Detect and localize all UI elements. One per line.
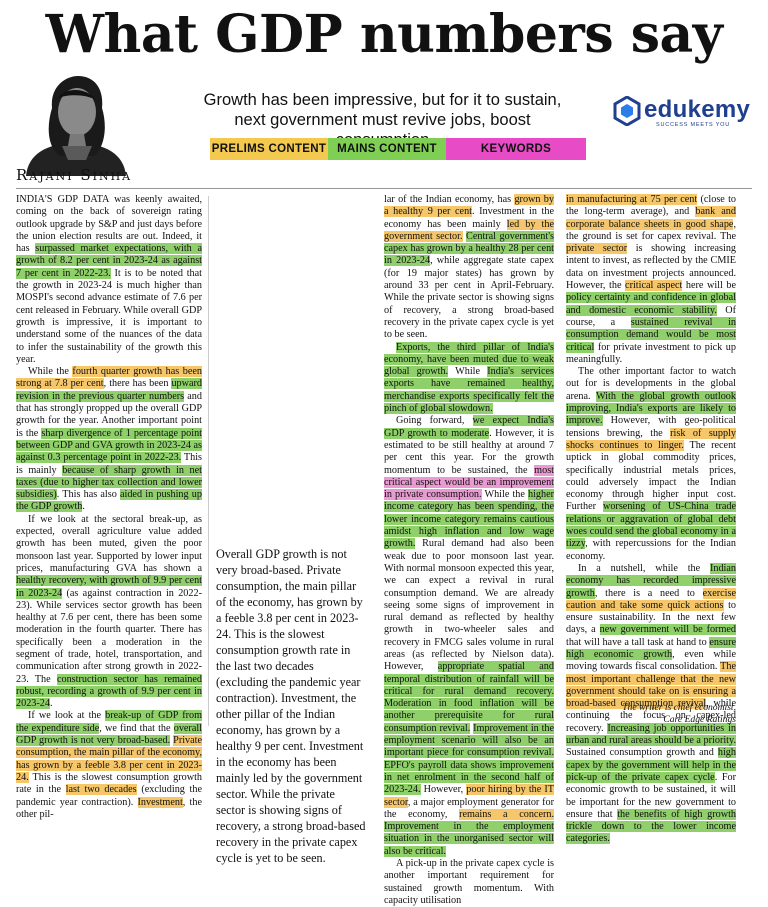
article-column-3: in manufacturing at 75 per cent (close t… <box>566 194 736 846</box>
body-text: , we find that the <box>99 722 174 734</box>
body-text: While the <box>481 489 528 501</box>
column-divider <box>208 196 209 726</box>
body-text: lar of the Indian economy, has <box>384 194 515 205</box>
writer-note-line-1: The writer is chief economist, <box>622 702 736 713</box>
article-paragraph: If we look at the sectoral break-up, as … <box>16 514 202 711</box>
article-paragraph: A pick-up in the private capex cycle is … <box>384 858 554 907</box>
author-byline: Rajani Sinha <box>16 166 133 184</box>
article-paragraph: Going forward, we expect India's GDP gro… <box>384 415 555 858</box>
highlighted-text: sharp divergence of 1 percentage point b… <box>16 427 202 464</box>
highlighted-text: Investment <box>137 796 183 808</box>
article-paragraph: While the fourth quarter growth has been… <box>16 366 202 514</box>
body-text: for private investment to pick up meanin… <box>566 341 736 365</box>
author-portrait <box>26 76 126 176</box>
article-paragraph: The other important factor to watch out … <box>566 366 736 563</box>
body-text: If we look at the <box>28 710 106 722</box>
body-text: Rural demand had also been weak due to p… <box>384 538 554 673</box>
body-text: , while aggregate state capex (for 19 ma… <box>384 255 554 341</box>
body-text: INDIA'S GDP DATA was keenly awaited, com… <box>16 194 202 255</box>
body-text: and that has strongly propped up the ove… <box>16 390 202 439</box>
prelims-content-legend: PRELIMS CONTENT <box>210 138 328 160</box>
body-text: (as against contraction in 2022-23). Whi… <box>16 587 202 685</box>
body-text: While the <box>28 366 73 378</box>
body-text: Going forward, <box>396 415 473 427</box>
body-text: , the ground is set for capex revival. T… <box>566 218 736 242</box>
header-divider <box>16 188 752 189</box>
article-paragraph: Exports, the third pillar of India's eco… <box>384 341 554 416</box>
writer-note-line-2: Care Edge Ratings <box>663 713 736 725</box>
article-column-2: lar of the Indian economy, has grown by … <box>384 194 555 907</box>
body-text: is showing increasing intent to invest, … <box>566 243 737 292</box>
highlighted-text: critical aspect <box>625 280 683 292</box>
body-text: Of course, a <box>566 304 736 328</box>
article-paragraph: in manufacturing at 75 per cent (close t… <box>566 194 736 366</box>
body-text: The other important factor to watch out … <box>566 366 736 402</box>
body-text: , while continuing the focus on capex-le… <box>566 698 736 734</box>
body-text: , there is a need to <box>594 587 703 599</box>
body-text: This is mainly <box>16 452 202 476</box>
body-text: It is to be noted that the growth in 202… <box>16 267 203 365</box>
body-text: , with repercussions for the Indian econ… <box>566 538 736 562</box>
body-text: While <box>448 366 488 378</box>
highlighted-text: last two decades <box>65 784 137 796</box>
edukemy-logo: edukemy SUCCESS MEETS YOU <box>612 96 752 132</box>
body-text: to ensure sustainability. In the next fe… <box>566 599 736 636</box>
body-text: However, with geo-political tensions bre… <box>566 415 736 439</box>
body-text: Sustained consumption growth and <box>566 747 718 759</box>
edukemy-logo-icon <box>613 96 641 126</box>
highlighted-text: remains a concern. <box>459 808 554 820</box>
body-text: . <box>49 698 53 710</box>
highlighted-text: private sector <box>566 243 628 255</box>
body-text: , even while moving towards fiscal conso… <box>566 648 736 673</box>
mains-content-legend: MAINS CONTENT <box>328 138 446 160</box>
body-text: If we look at the sectoral break-up, as … <box>16 513 202 574</box>
logo-name: edukemy <box>644 96 751 123</box>
keywords-legend: KEYWORDS <box>446 138 586 160</box>
logo-tagline: SUCCESS MEETS YOU <box>656 122 731 128</box>
article-paragraph: lar of the Indian economy, has grown by … <box>384 194 555 342</box>
body-text: . However, it is estimated to be still h… <box>384 427 555 476</box>
highlighted-text: Improvement in the employment situation … <box>384 821 554 857</box>
pull-quote: Overall GDP growth is not very broad-bas… <box>216 547 366 865</box>
body-text: . <box>82 501 85 513</box>
highlighted-text: Moderation in food inflation will be ano… <box>384 698 554 734</box>
highlighted-text: policy certainty and confidence in globa… <box>566 292 736 316</box>
body-text: (close to the long-term average), and <box>566 194 737 218</box>
body-text: that will have a tall task at hand to <box>566 636 710 648</box>
body-text: However, <box>420 784 467 796</box>
body-text: here will be <box>682 280 737 292</box>
article-column-1: INDIA'S GDP DATA was keenly awaited, com… <box>16 194 203 821</box>
writer-note: The writer is chief economist, Care Edge… <box>560 702 736 725</box>
body-text: In a nutshell, while the <box>578 562 710 574</box>
body-text: , there has been <box>103 378 172 390</box>
body-text: The recent uptick in global commodity pr… <box>566 439 736 513</box>
body-text: . This has also <box>56 489 120 501</box>
article-paragraph: INDIA'S GDP DATA was keenly awaited, com… <box>16 194 202 366</box>
body-text: . Investment in the economy has been mai… <box>384 206 554 230</box>
headline: What GDP numbers say <box>45 4 723 65</box>
body-text: A pick-up in the private capex cycle is … <box>384 858 554 906</box>
article-paragraph: If we look at the break-up of GDP from t… <box>16 710 203 821</box>
highlighted-text: new government will be formed <box>599 624 736 636</box>
highlighted-text: in manufacturing at 75 per cent <box>566 194 698 205</box>
